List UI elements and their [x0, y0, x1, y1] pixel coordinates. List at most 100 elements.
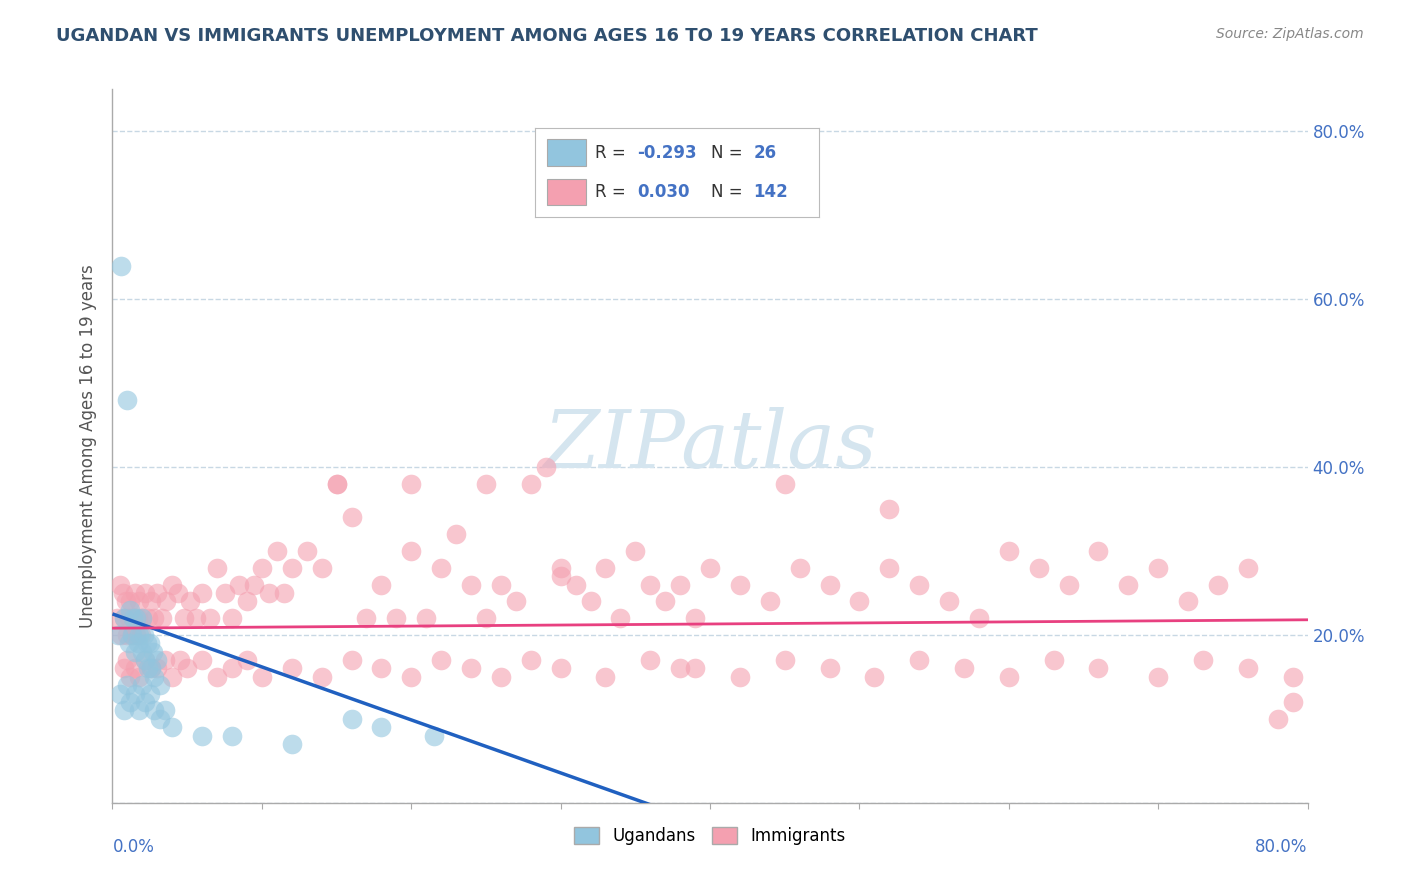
Point: [146, 661, 169, 675]
Text: R =: R =: [595, 144, 626, 161]
Point: [1087, 544, 1109, 558]
Point: [550, 569, 572, 583]
Point: [153, 653, 176, 667]
Point: [132, 628, 155, 642]
Point: [122, 611, 145, 625]
Point: [1042, 653, 1064, 667]
Point: [118, 611, 141, 625]
Text: N =: N =: [711, 183, 742, 201]
Point: [120, 695, 142, 709]
Point: [1118, 577, 1140, 591]
Text: 26: 26: [754, 144, 776, 161]
Point: [370, 720, 392, 734]
Point: [520, 653, 543, 667]
Point: [191, 653, 214, 667]
Point: [139, 687, 162, 701]
Point: [908, 577, 931, 591]
Point: [205, 670, 228, 684]
Point: [162, 577, 183, 591]
Point: [127, 636, 149, 650]
Point: [489, 577, 512, 591]
Point: [1192, 653, 1215, 667]
Point: [460, 577, 482, 591]
Point: [111, 586, 134, 600]
Point: [129, 628, 152, 642]
Point: [105, 611, 128, 625]
Point: [114, 611, 135, 625]
Point: [938, 594, 960, 608]
Point: [1267, 712, 1289, 726]
Point: [221, 729, 243, 743]
Point: [789, 560, 811, 574]
Point: [1177, 594, 1199, 608]
Point: [609, 611, 631, 625]
Point: [250, 560, 273, 574]
Point: [640, 577, 662, 591]
Point: [281, 661, 304, 675]
Point: [818, 577, 841, 591]
Point: [142, 645, 165, 659]
Point: [115, 594, 138, 608]
Text: -0.293: -0.293: [637, 144, 697, 161]
Point: [863, 670, 886, 684]
Point: [340, 712, 363, 726]
Point: [370, 661, 392, 675]
Point: [550, 560, 572, 574]
Point: [759, 594, 782, 608]
Point: [221, 611, 243, 625]
Point: [654, 594, 676, 608]
Point: [1087, 661, 1109, 675]
Point: [273, 586, 295, 600]
Point: [1206, 577, 1229, 591]
Point: [1147, 560, 1170, 574]
Text: N =: N =: [711, 144, 742, 161]
Point: [579, 594, 602, 608]
Point: [143, 611, 166, 625]
Point: [1281, 670, 1303, 684]
Point: [162, 670, 183, 684]
Point: [139, 636, 162, 650]
Text: Source: ZipAtlas.com: Source: ZipAtlas.com: [1216, 27, 1364, 41]
Point: [122, 611, 145, 625]
Point: [214, 586, 236, 600]
Point: [259, 586, 281, 600]
Point: [143, 703, 166, 717]
Point: [295, 544, 318, 558]
Text: 142: 142: [754, 183, 789, 201]
Point: [370, 577, 392, 591]
Point: [138, 611, 160, 625]
Point: [149, 678, 172, 692]
Point: [186, 611, 208, 625]
Point: [879, 560, 901, 574]
Point: [141, 594, 163, 608]
Point: [311, 670, 333, 684]
Point: [124, 687, 146, 701]
Text: R =: R =: [595, 183, 626, 201]
Point: [728, 670, 751, 684]
Text: 0.0%: 0.0%: [112, 838, 155, 856]
Point: [167, 586, 190, 600]
Point: [124, 645, 146, 659]
Point: [505, 594, 527, 608]
Point: [162, 720, 183, 734]
Text: UGANDAN VS IMMIGRANTS UNEMPLOYMENT AMONG AGES 16 TO 19 YEARS CORRELATION CHART: UGANDAN VS IMMIGRANTS UNEMPLOYMENT AMONG…: [56, 27, 1038, 45]
Point: [146, 653, 169, 667]
Bar: [547, 139, 586, 166]
Point: [128, 703, 150, 717]
Point: [124, 586, 146, 600]
Point: [998, 544, 1021, 558]
Point: [117, 653, 139, 667]
Point: [281, 737, 304, 751]
Point: [281, 560, 304, 574]
Point: [669, 661, 692, 675]
Point: [131, 611, 153, 625]
Point: [624, 544, 647, 558]
Point: [131, 678, 153, 692]
Point: [415, 611, 437, 625]
Point: [108, 687, 131, 701]
Point: [179, 594, 201, 608]
Point: [121, 628, 143, 642]
Point: [236, 653, 259, 667]
Point: [998, 670, 1021, 684]
Point: [967, 611, 990, 625]
